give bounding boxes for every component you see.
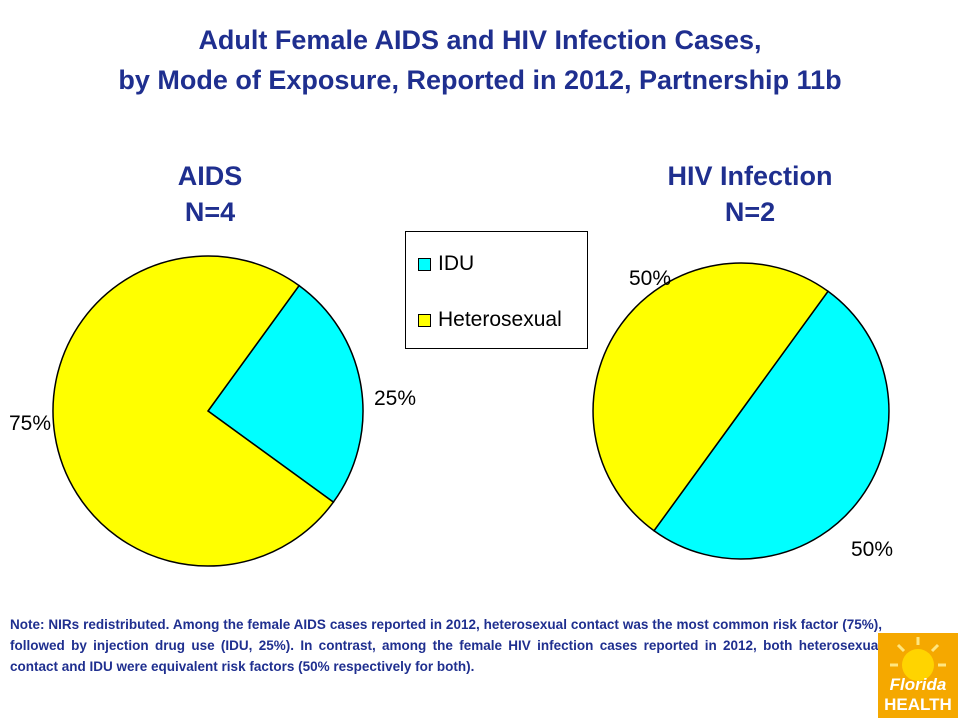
logo-text-florida: Florida xyxy=(889,675,947,694)
aids-slice-idu-label: 25% xyxy=(374,387,416,410)
note-text: Note: NIRs redistributed. Among the fema… xyxy=(10,617,882,674)
hiv-pie-heading: HIV Infection N=2 xyxy=(600,158,900,230)
title-line-2: by Mode of Exposure, Reported in 2012, P… xyxy=(118,65,842,95)
legend-item-idu: IDU xyxy=(418,252,474,276)
legend-item-heterosexual: Heterosexual xyxy=(418,308,562,332)
hiv-pie-subtitle: N=2 xyxy=(724,197,776,227)
hiv-pie-title: HIV Infection xyxy=(667,161,833,191)
hiv-slice-idu-label: 50% xyxy=(851,538,893,561)
aids-slice-idu xyxy=(206,284,364,504)
legend-label-idu: IDU xyxy=(438,252,475,275)
legend-swatch-heterosexual xyxy=(418,313,431,327)
florida-health-logo: Florida HEALTH xyxy=(878,633,958,718)
hiv-slice-heterosexual-label: 50% xyxy=(629,267,671,290)
legend: IDU Heterosexual xyxy=(405,231,588,349)
aids-slice-heterosexual-label: 75% xyxy=(9,412,51,435)
aids-slice-heterosexual xyxy=(52,255,335,567)
aids-pie-title: AIDS xyxy=(177,161,243,191)
legend-swatch-idu xyxy=(418,257,431,271)
logo-text-health: HEALTH xyxy=(884,695,952,714)
legend-label-heterosexual: Heterosexual xyxy=(438,308,562,331)
hiv-slice-idu xyxy=(652,290,890,560)
title-line-1: Adult Female AIDS and HIV Infection Case… xyxy=(198,25,762,55)
hiv-slice-heterosexual xyxy=(592,262,830,532)
sun-icon xyxy=(878,633,958,718)
chart-title: Adult Female AIDS and HIV Infection Case… xyxy=(0,20,960,100)
aids-pie-subtitle: N=4 xyxy=(184,197,236,227)
aids-pie-heading: AIDS N=4 xyxy=(80,158,340,230)
